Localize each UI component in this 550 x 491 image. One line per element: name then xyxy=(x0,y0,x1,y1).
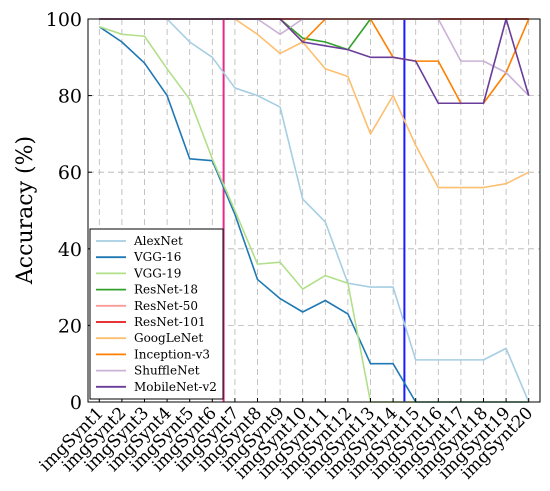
legend-item: VGG-16 xyxy=(96,250,181,264)
x-tick-labels: imgSynt1imgSynt2imgSynt3imgSynt4imgSynt5… xyxy=(36,398,537,483)
y-axis-label: Accuracy (%) xyxy=(13,136,38,285)
legend-label: ResNet-18 xyxy=(134,283,198,297)
legend-item: AlexNet xyxy=(96,234,183,248)
legend-label: MobileNet-v2 xyxy=(134,380,217,394)
y-tick-label: 60 xyxy=(58,162,82,184)
legend-label: ResNet-101 xyxy=(134,315,206,329)
y-tick-label: 40 xyxy=(58,239,82,261)
vertical-marker-lines xyxy=(222,19,406,402)
legend-label: Inception-v3 xyxy=(134,347,210,361)
legend-item: ResNet-18 xyxy=(96,283,198,297)
series-line-resnet-18 xyxy=(99,18,529,51)
y-tick-labels: 0 20 40 60 80 100 xyxy=(46,9,92,414)
series-line-alexnet xyxy=(99,18,530,403)
legend: AlexNet VGG-16 VGG-19 ResNet-18 ResNet-50 Res… xyxy=(89,228,224,400)
legend-item: VGG-19 xyxy=(96,266,181,280)
legend-item: Inception-v3 xyxy=(96,347,210,361)
plot-frame xyxy=(87,18,541,403)
y-tick-label: 0 xyxy=(70,392,82,414)
legend-item: ResNet-101 xyxy=(96,315,206,329)
legend-label: ShuffleNet xyxy=(134,364,200,378)
legend-label: ResNet-50 xyxy=(134,299,198,313)
legend-item: GoogLeNet xyxy=(96,331,203,345)
legend-item: ShuffleNet xyxy=(96,364,200,378)
legend-item: ResNet-50 xyxy=(96,299,198,313)
y-tick-label: 100 xyxy=(46,9,82,31)
legend-label: VGG-16 xyxy=(133,250,181,264)
legend-label: GoogLeNet xyxy=(134,331,203,345)
legend-label: VGG-19 xyxy=(133,266,181,280)
legend-label: AlexNet xyxy=(133,234,183,248)
y-tick-label: 80 xyxy=(58,86,82,108)
legend-item: MobileNet-v2 xyxy=(96,380,217,394)
y-tick-label: 20 xyxy=(58,315,82,337)
grid-lines xyxy=(88,18,540,403)
